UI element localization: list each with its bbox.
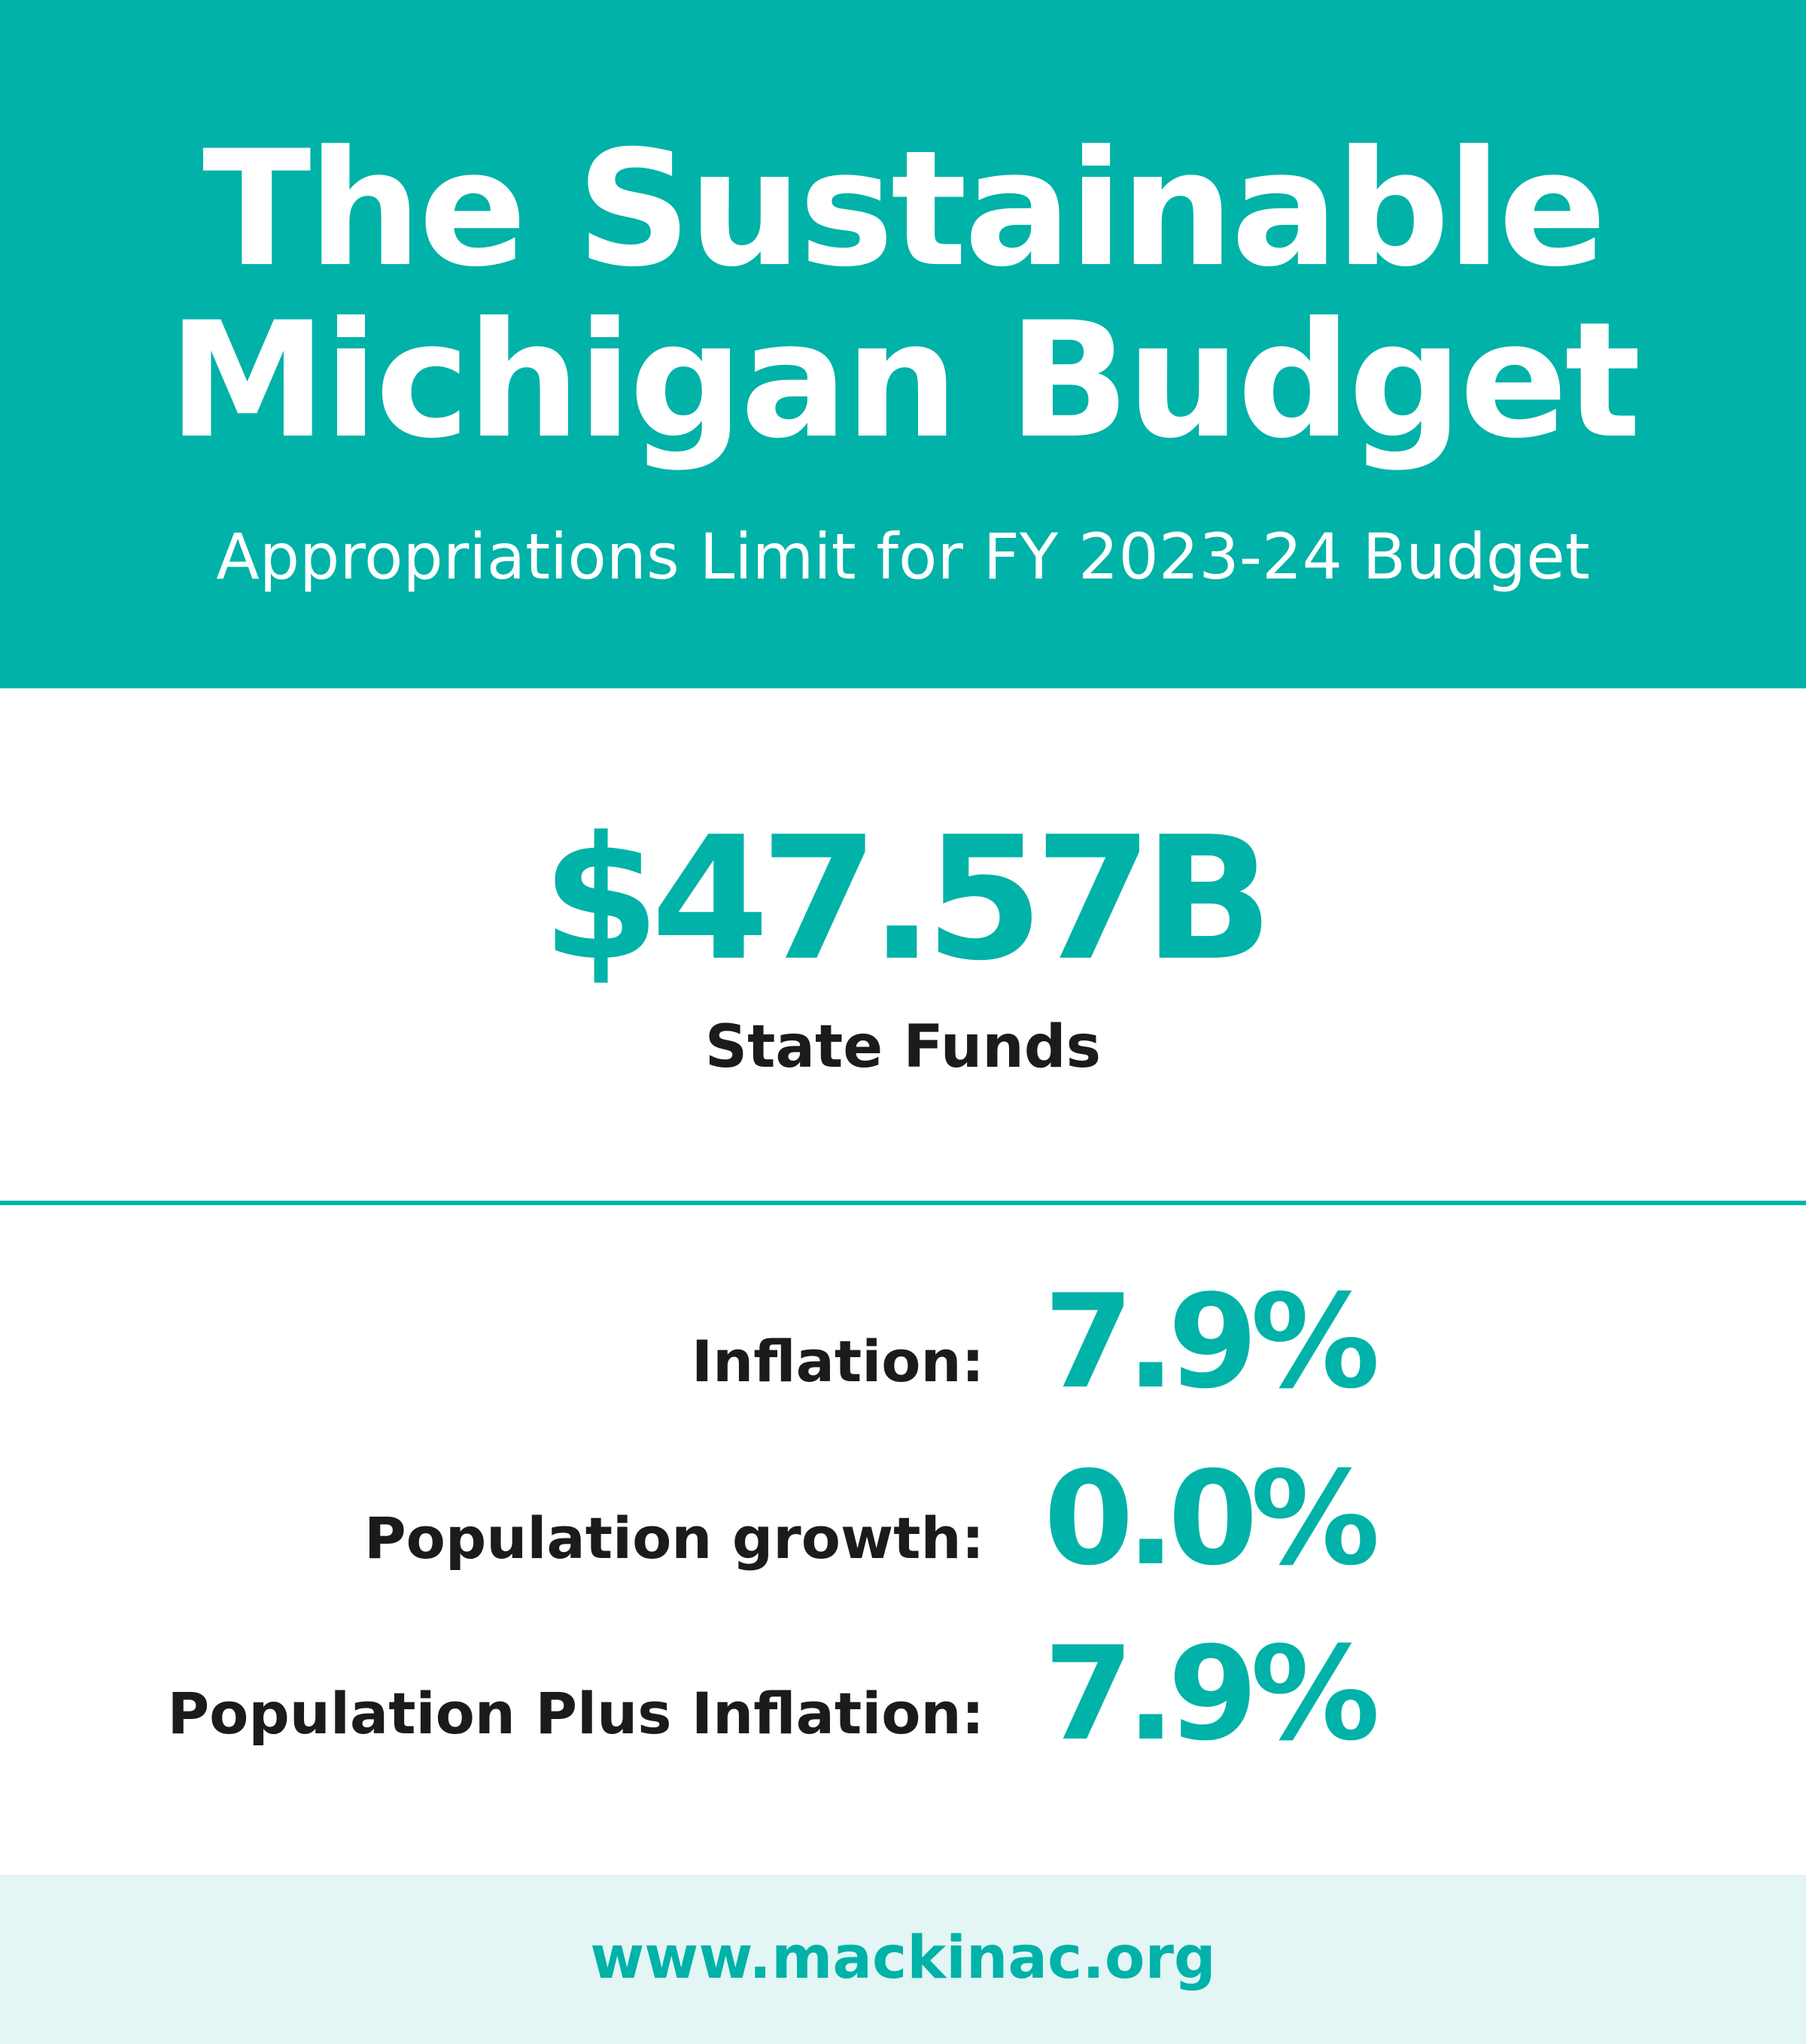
- stat-value: 7.9%: [1044, 1618, 1380, 1769]
- section-divider: [0, 1201, 1806, 1205]
- footer-bar: www.mackinac.org: [0, 1875, 1806, 2044]
- page-title-line-1: The Sustainable: [202, 116, 1607, 302]
- stat-row-population-plus-inflation: Population Plus Inflation: 7.9%: [0, 1623, 1806, 1774]
- website-link[interactable]: www.mackinac.org: [590, 1924, 1216, 1992]
- page-subtitle: Appropriations Limit for FY 2023-24 Budg…: [216, 520, 1590, 594]
- stat-row-population-growth: Population growth: 0.0%: [0, 1448, 1806, 1599]
- stat-label: Inflation:: [691, 1328, 984, 1395]
- page-title-line-2: Michigan Budget: [168, 287, 1641, 473]
- stat-value: 7.9%: [1044, 1266, 1380, 1417]
- state-funds-amount: $47.57B: [541, 800, 1273, 998]
- state-funds-label: State Funds: [704, 1013, 1102, 1081]
- stat-label: Population Plus Inflation:: [167, 1680, 984, 1747]
- header-banner: The Sustainable Michigan Budget Appropri…: [0, 0, 1806, 688]
- stat-label: Population growth:: [363, 1505, 984, 1572]
- stat-row-inflation: Inflation: 7.9%: [0, 1271, 1806, 1422]
- stat-value: 0.0%: [1044, 1443, 1380, 1594]
